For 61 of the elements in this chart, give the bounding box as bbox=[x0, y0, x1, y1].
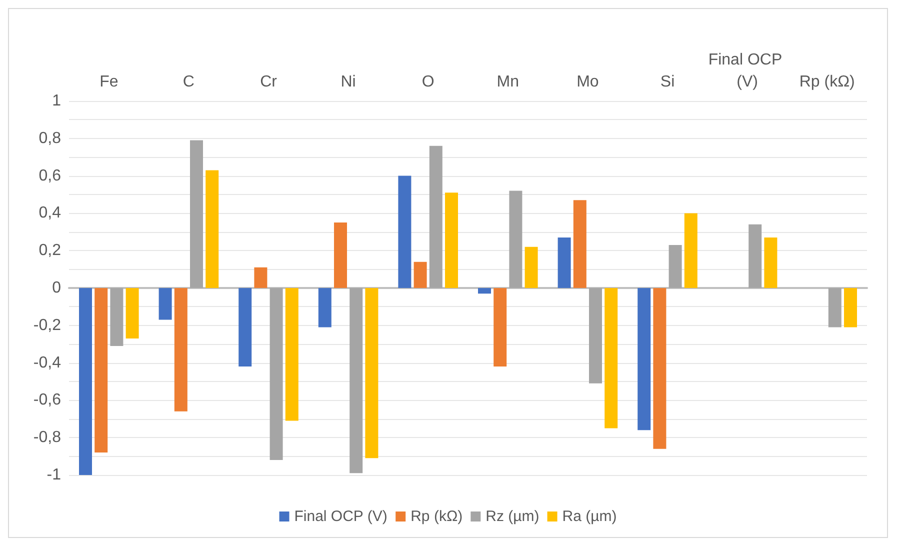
bar bbox=[638, 288, 651, 430]
bar bbox=[604, 288, 618, 428]
x-tick-label: Mn bbox=[496, 74, 520, 90]
bar bbox=[828, 288, 842, 328]
bar bbox=[748, 224, 762, 288]
bar bbox=[668, 244, 682, 288]
bar bbox=[190, 140, 203, 288]
x-tick-label: Final OCP (V) bbox=[708, 52, 786, 90]
bar bbox=[478, 288, 491, 294]
y-tick-label: -0,8 bbox=[33, 429, 62, 446]
bar bbox=[110, 288, 124, 346]
x-tick-label: Fe bbox=[100, 74, 118, 90]
bar bbox=[684, 213, 698, 288]
y-tick-label: 0 bbox=[52, 280, 62, 296]
x-tick-label: Mo bbox=[576, 74, 599, 90]
legend-label: Final OCP (V) bbox=[294, 508, 388, 525]
y-tick-label: -0,6 bbox=[33, 392, 62, 409]
bar bbox=[494, 288, 507, 367]
x-tick-label: Cr bbox=[260, 74, 278, 90]
x-tick-label: Si bbox=[660, 74, 675, 90]
bar bbox=[414, 262, 427, 288]
bar bbox=[365, 288, 378, 458]
x-tick-label: C bbox=[182, 74, 194, 90]
bar bbox=[844, 288, 857, 328]
bar bbox=[589, 288, 602, 384]
y-tick-label: -1 bbox=[46, 466, 62, 484]
bar bbox=[509, 190, 522, 288]
legend-label: Ra (µm) bbox=[562, 508, 617, 525]
y-tick-label: 0,4 bbox=[38, 204, 62, 222]
x-tick-label: Ni bbox=[340, 74, 356, 90]
bar bbox=[558, 238, 571, 288]
bar bbox=[350, 288, 363, 474]
bar bbox=[238, 288, 252, 367]
bar bbox=[285, 288, 298, 421]
bar bbox=[318, 288, 332, 328]
y-tick-label: 0,8 bbox=[38, 130, 62, 147]
bar bbox=[429, 146, 442, 288]
bar bbox=[445, 192, 458, 288]
y-tick-label: 0,6 bbox=[38, 167, 62, 184]
bar bbox=[254, 267, 268, 288]
bar bbox=[126, 288, 139, 338]
legend-label: Rz (µm) bbox=[486, 508, 540, 525]
bar bbox=[206, 170, 219, 288]
bar bbox=[653, 288, 666, 449]
y-tick-label: 1 bbox=[52, 92, 62, 110]
bar bbox=[398, 176, 412, 288]
x-tick-label: O bbox=[422, 74, 434, 90]
y-tick-label: 0,2 bbox=[38, 242, 62, 260]
legend-label: Rp (kΩ) bbox=[410, 508, 463, 525]
bar bbox=[573, 200, 586, 288]
bar bbox=[270, 288, 283, 460]
bar bbox=[79, 288, 92, 475]
x-tick-label: Rp (kΩ) bbox=[799, 74, 855, 90]
y-tick-label: -0,2 bbox=[33, 316, 62, 334]
y-tick-label: -0,4 bbox=[33, 354, 62, 372]
bar bbox=[524, 246, 538, 288]
bar bbox=[174, 288, 188, 412]
bar bbox=[764, 238, 778, 288]
bar bbox=[334, 222, 347, 288]
bar bbox=[158, 288, 172, 320]
bar bbox=[94, 288, 108, 453]
